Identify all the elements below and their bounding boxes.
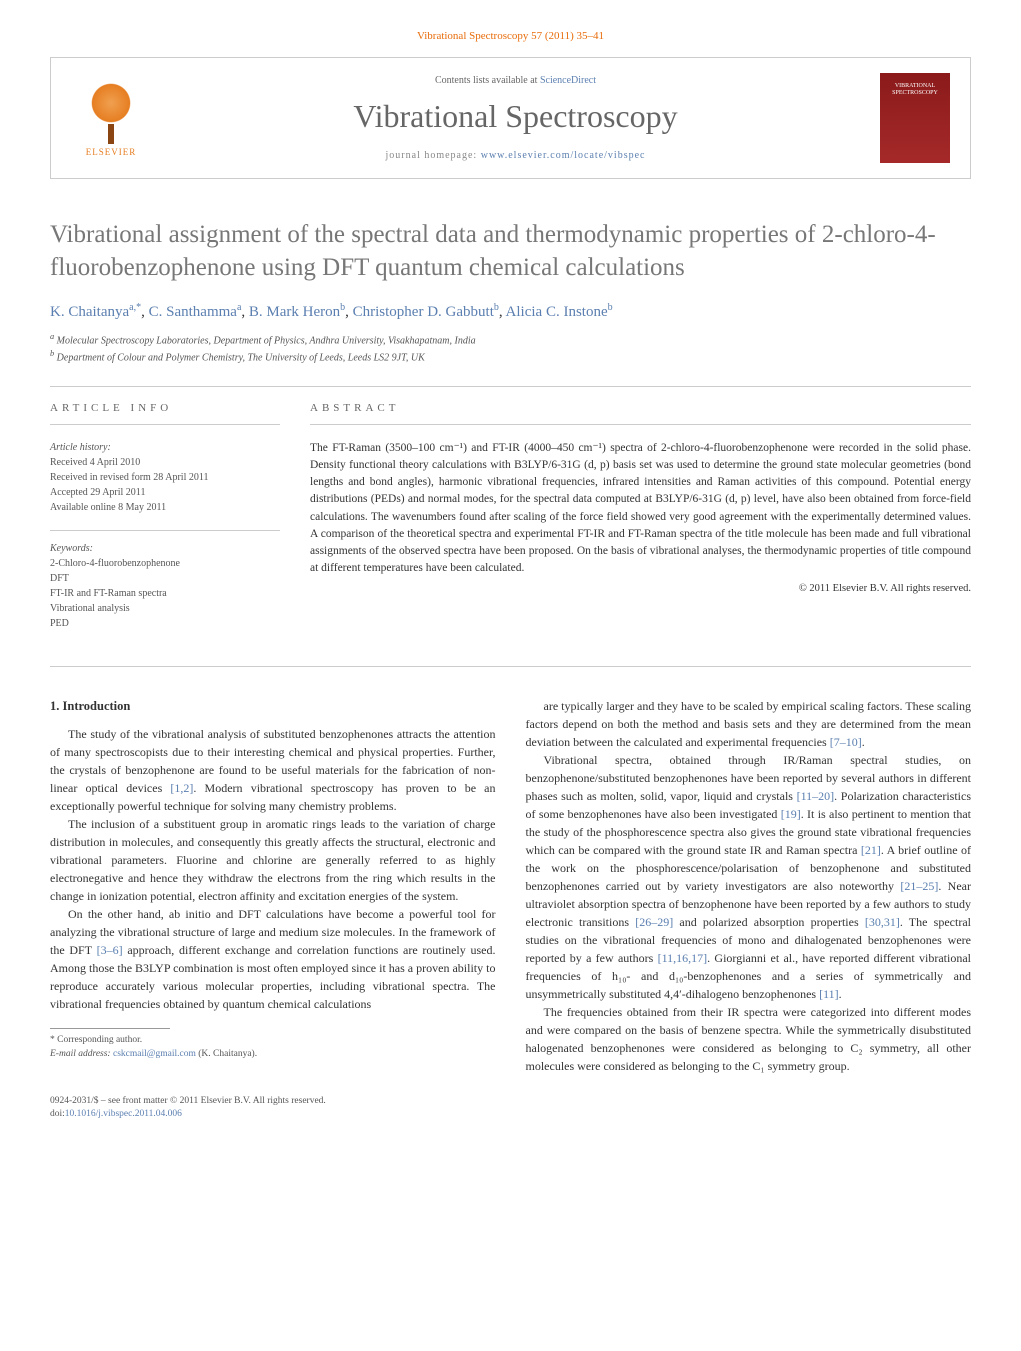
body-paragraph: The study of the vibrational analysis of… [50, 725, 496, 815]
affiliations: a Molecular Spectroscopy Laboratories, D… [50, 331, 971, 366]
email-footnote: E-mail address: cskcmail@gmail.com (K. C… [50, 1048, 496, 1061]
contents-available-line: Contents lists available at ScienceDirec… [151, 75, 880, 86]
elsevier-tree-icon [81, 79, 141, 139]
article-body: 1. Introduction The study of the vibrati… [50, 697, 971, 1075]
abstract-heading: ABSTRACT [310, 402, 971, 425]
author-link[interactable]: Christopher D. Gabbutt [353, 304, 494, 320]
citation-link[interactable]: [11–20] [797, 789, 835, 803]
citation-link[interactable]: [7–10] [830, 735, 862, 749]
abstract-column: ABSTRACT The FT-Raman (3500–100 cm⁻¹) an… [310, 402, 971, 646]
journal-title: Vibrational Spectroscopy [151, 98, 880, 135]
journal-cover-thumbnail[interactable]: VIBRATIONAL SPECTROSCOPY [880, 73, 950, 163]
citation-link[interactable]: [1,2] [170, 781, 193, 795]
citation-link[interactable]: [3–6] [97, 943, 123, 957]
footer: 0924-2031/$ – see front matter © 2011 El… [50, 1095, 971, 1122]
author-link[interactable]: C. Santhamma [149, 304, 237, 320]
affiliation-a: a Molecular Spectroscopy Laboratories, D… [50, 331, 971, 348]
journal-header-box: ELSEVIER Contents lists available at Sci… [50, 57, 971, 179]
affiliation-ref[interactable]: a [129, 302, 133, 313]
author-list: K. Chaitanyaa,*, C. Santhammaa, B. Mark … [50, 302, 971, 321]
author-email-link[interactable]: cskcmail@gmail.com [113, 1049, 196, 1059]
body-paragraph: are typically larger and they have to be… [526, 697, 972, 751]
citation-link[interactable]: [30,31] [865, 915, 900, 929]
citation-link[interactable]: [19] [781, 807, 801, 821]
abstract-copyright: © 2011 Elsevier B.V. All rights reserved… [310, 583, 971, 594]
citation-link[interactable]: [21] [861, 843, 881, 857]
sciencedirect-link[interactable]: ScienceDirect [540, 75, 596, 86]
citation-link[interactable]: [11] [819, 987, 839, 1001]
affiliation-ref[interactable]: a [237, 302, 241, 313]
article-info-column: ARTICLE INFO Article history: Received 4… [50, 402, 280, 646]
affiliation-b: b Department of Colour and Polymer Chemi… [50, 348, 971, 365]
affiliation-ref[interactable]: b [608, 302, 613, 313]
abstract-text: The FT-Raman (3500–100 cm⁻¹) and FT-IR (… [310, 440, 971, 578]
citation-link[interactable]: [21–25] [900, 879, 938, 893]
corresponding-ref[interactable]: * [136, 302, 141, 313]
journal-homepage-line: journal homepage: www.elsevier.com/locat… [151, 150, 880, 161]
affiliation-ref[interactable]: b [340, 302, 345, 313]
body-paragraph: Vibrational spectra, obtained through IR… [526, 751, 972, 1003]
info-abstract-row: ARTICLE INFO Article history: Received 4… [50, 386, 971, 667]
article-title: Vibrational assignment of the spectral d… [50, 219, 971, 284]
article-history-block: Article history: Received 4 April 2010 R… [50, 440, 280, 515]
journal-homepage-link[interactable]: www.elsevier.com/locate/vibspec [481, 150, 646, 161]
corresponding-author-footnote: * Corresponding author. [50, 1034, 496, 1047]
citation-link[interactable]: [26–29] [635, 915, 673, 929]
author-link[interactable]: Alicia C. Instone [506, 304, 608, 320]
author-link[interactable]: K. Chaitanya [50, 304, 129, 320]
section-1-heading: 1. Introduction [50, 697, 496, 716]
author-link[interactable]: B. Mark Heron [249, 304, 340, 320]
footnote-separator [50, 1028, 170, 1029]
affiliation-ref[interactable]: b [494, 302, 499, 313]
issn-copyright-line: 0924-2031/$ – see front matter © 2011 El… [50, 1095, 971, 1108]
doi-link[interactable]: 10.1016/j.vibspec.2011.04.006 [65, 1109, 182, 1119]
citation-link[interactable]: [11,16,17] [658, 951, 708, 965]
body-paragraph: The frequencies obtained from their IR s… [526, 1003, 972, 1075]
elsevier-label: ELSEVIER [86, 147, 137, 157]
article-info-heading: ARTICLE INFO [50, 402, 280, 425]
journal-citation[interactable]: Vibrational Spectroscopy 57 (2011) 35–41 [50, 30, 971, 42]
elsevier-logo[interactable]: ELSEVIER [71, 73, 151, 163]
header-center: Contents lists available at ScienceDirec… [151, 75, 880, 161]
body-paragraph: On the other hand, ab initio and DFT cal… [50, 905, 496, 1013]
doi-line: doi:10.1016/j.vibspec.2011.04.006 [50, 1108, 971, 1121]
body-paragraph: The inclusion of a substituent group in … [50, 815, 496, 905]
keywords-block: Keywords: 2-Chloro-4-fluorobenzophenone … [50, 530, 280, 631]
